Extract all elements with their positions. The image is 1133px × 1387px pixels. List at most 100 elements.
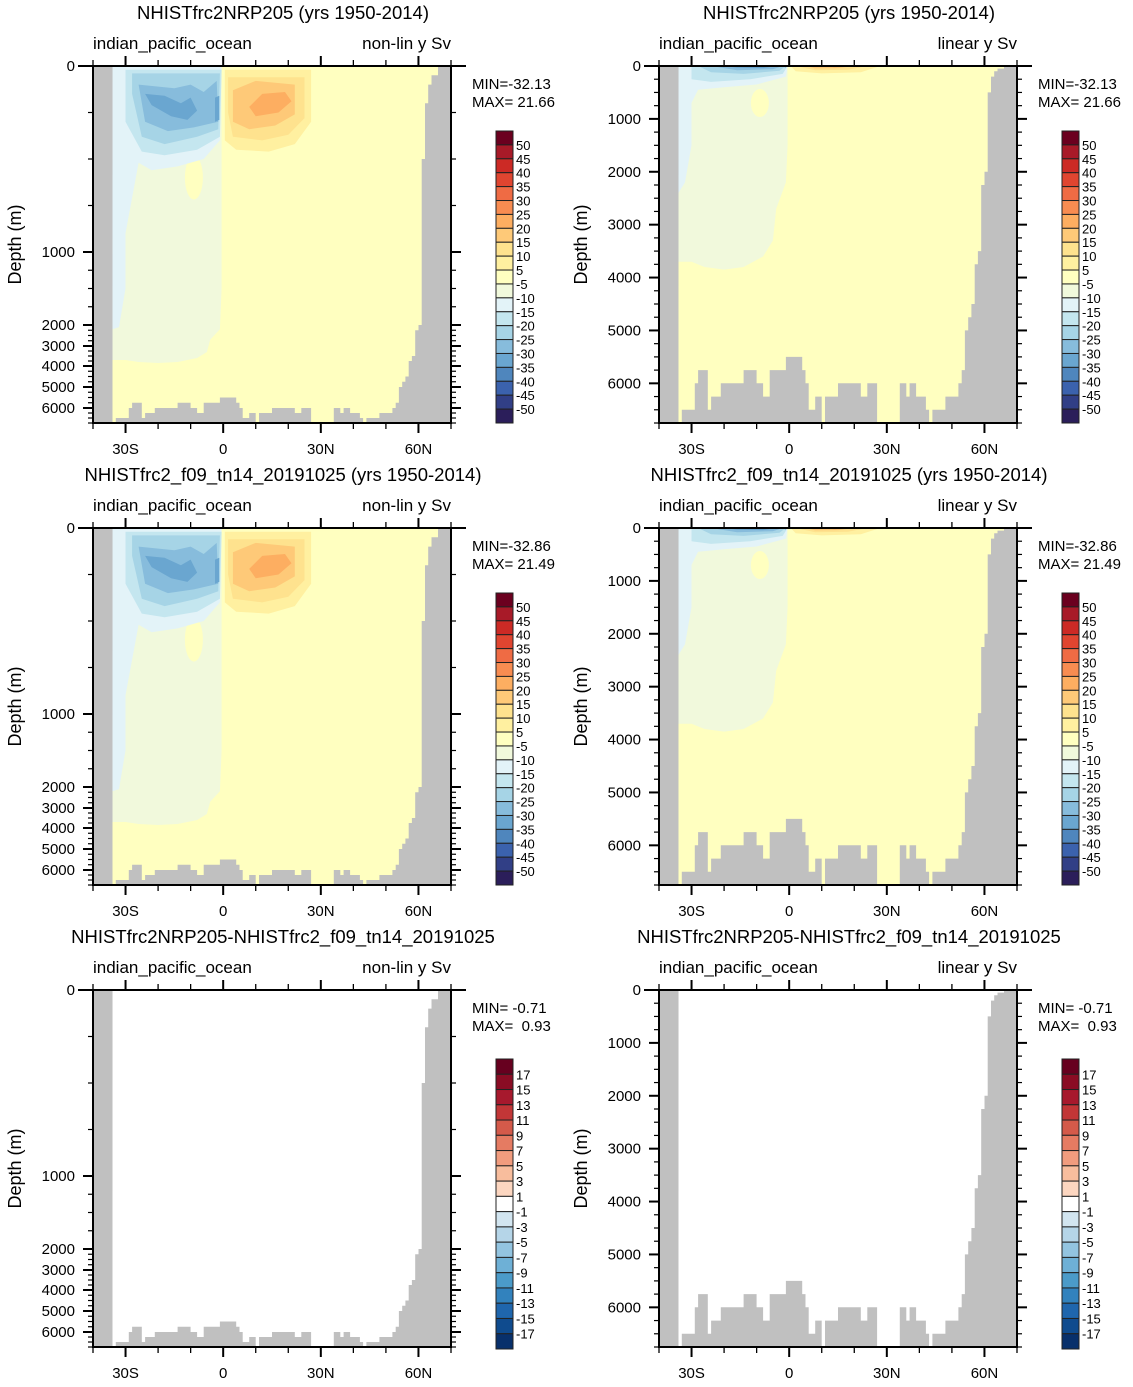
- colorbar-box: [1061, 144, 1080, 160]
- max-label: MAX= 21.66: [1038, 94, 1121, 111]
- plot-svg: 30S 0 30N 60N 0 1000 2000 3000 4000 5000 6000 Depth…: [5, 518, 535, 920]
- colorbar-label: -35: [1082, 822, 1101, 837]
- colorbar-box: [495, 1150, 514, 1167]
- colorbar-label: 10: [1082, 711, 1096, 726]
- y-tick-label: 4000: [42, 1282, 75, 1299]
- colorbar-label: -11: [516, 1281, 534, 1296]
- y-tick-label: 3000: [42, 338, 75, 355]
- left-subtitle: indian_pacific_ocean: [659, 496, 818, 515]
- colorbar-label: 15: [516, 235, 530, 250]
- colorbar-box: [1061, 394, 1080, 410]
- colorbar-box: [1061, 1104, 1080, 1121]
- colorbar-box: [1061, 1165, 1080, 1182]
- min-label: MIN= -0.71: [472, 1000, 547, 1017]
- colorbar-box: [1061, 339, 1080, 354]
- left-subtitle: indian_pacific_ocean: [659, 34, 818, 53]
- colorbar-label: 5: [516, 263, 523, 278]
- y-tick-label: 4000: [608, 270, 641, 287]
- plot-area: [659, 528, 1017, 885]
- colorbar-box: [1061, 241, 1080, 257]
- colorbar-box: [1061, 731, 1080, 747]
- colorbar-box: [1061, 186, 1080, 202]
- colorbar-label: 17: [516, 1067, 530, 1082]
- colorbar-label: -40: [516, 836, 535, 851]
- colorbar-label: -35: [516, 360, 535, 375]
- colorbar-label: -3: [516, 1220, 528, 1235]
- colorbar-box: [495, 283, 514, 299]
- colorbar-label: -50: [1082, 402, 1101, 417]
- colorbar-box: [1061, 1287, 1080, 1304]
- colorbar-box: [495, 394, 514, 410]
- field-background: [93, 990, 451, 1347]
- y-tick-label: 0: [67, 982, 75, 999]
- colorbar-label: -25: [516, 795, 535, 810]
- y-tick-label: 3000: [608, 679, 641, 696]
- colorbar-box: [495, 325, 514, 341]
- y-tick-label: 5000: [608, 322, 641, 339]
- y-tick-label: 3000: [42, 1262, 75, 1279]
- colorbar-box: [1061, 856, 1080, 872]
- colorbar-label: -7: [1082, 1250, 1094, 1265]
- colorbar-box: [495, 144, 514, 160]
- colorbar-label: 45: [1082, 152, 1096, 167]
- x-tick-label: 30S: [112, 1365, 139, 1382]
- colorbar-box: [495, 1195, 514, 1213]
- colorbar-box: [495, 241, 514, 257]
- colorbar-label: 13: [516, 1098, 530, 1113]
- colorbar-label: -25: [1082, 795, 1101, 810]
- colorbar-box: [1061, 1272, 1080, 1289]
- colorbar-box: [495, 828, 514, 844]
- colorbar-label: -45: [516, 388, 535, 403]
- y-axis-label: Depth (m): [5, 1128, 25, 1208]
- colorbar-label: -50: [1082, 864, 1101, 879]
- contour-pos-blob: [184, 617, 203, 662]
- colorbar-box: [495, 158, 514, 174]
- colorbar-label: -1: [516, 1205, 528, 1220]
- plot-frame: [658, 65, 1018, 424]
- colorbar-box: [1061, 352, 1080, 368]
- colorbar-label: 15: [516, 1083, 530, 1098]
- colorbar-box: [495, 339, 514, 354]
- colorbar-box: [1061, 828, 1080, 844]
- land-mask: [93, 66, 451, 423]
- x-tick-label: 60N: [971, 903, 999, 920]
- colorbar-box: [1061, 1119, 1080, 1136]
- colorbar-box: [1061, 1180, 1080, 1197]
- panel-bottom-right: NHISTfrc2NRP205-NHISTfrc2_f09_tn14_20191…: [566, 924, 1132, 1386]
- colorbar-label: 20: [1082, 221, 1096, 236]
- plot-frame: [658, 989, 1018, 1348]
- plot-area: [93, 66, 451, 423]
- max-label: MAX= 21.49: [1038, 556, 1121, 573]
- colorbar-label: 1: [516, 1189, 523, 1204]
- colorbar-box: [495, 801, 514, 816]
- colorbar-box: [495, 1104, 514, 1121]
- colorbar-label: 5: [1082, 1159, 1089, 1174]
- colorbar-label: -20: [516, 781, 535, 796]
- y-tick-label: 4000: [42, 820, 75, 837]
- colorbar-box: [1061, 842, 1080, 858]
- plot-frame: [658, 527, 1018, 886]
- y-tick-label: 4000: [608, 732, 641, 749]
- y-tick-label: 1000: [42, 1168, 75, 1185]
- max-label: MAX= 21.66: [472, 94, 555, 111]
- panel-middle-left: NHISTfrc2_f09_tn14_20191025 (yrs 1950-20…: [0, 462, 566, 924]
- colorbar-box: [1061, 1256, 1080, 1274]
- x-tick-label: 30S: [112, 903, 139, 920]
- colorbar-label: -30: [1082, 808, 1101, 823]
- panel-middle-right: NHISTfrc2_f09_tn14_20191025 (yrs 1950-20…: [566, 462, 1132, 924]
- colorbar-box: [1061, 172, 1080, 188]
- colorbar-box: [1061, 689, 1080, 705]
- colorbar-label: 9: [516, 1128, 523, 1143]
- y-tick-label: 2000: [608, 164, 641, 181]
- left-subtitle: indian_pacific_ocean: [659, 958, 818, 977]
- colorbar-box: [495, 1256, 514, 1274]
- colorbar-box: [495, 1134, 514, 1152]
- colorbar-label: 30: [516, 656, 530, 671]
- left-subtitle: indian_pacific_ocean: [93, 496, 252, 515]
- y-tick-label: 5000: [608, 784, 641, 801]
- colorbar-box: [495, 1073, 514, 1091]
- x-tick-label: 0: [785, 903, 793, 920]
- plot-frame: [92, 527, 452, 886]
- colorbar-box: [1061, 648, 1080, 664]
- colorbar-box: [495, 856, 514, 872]
